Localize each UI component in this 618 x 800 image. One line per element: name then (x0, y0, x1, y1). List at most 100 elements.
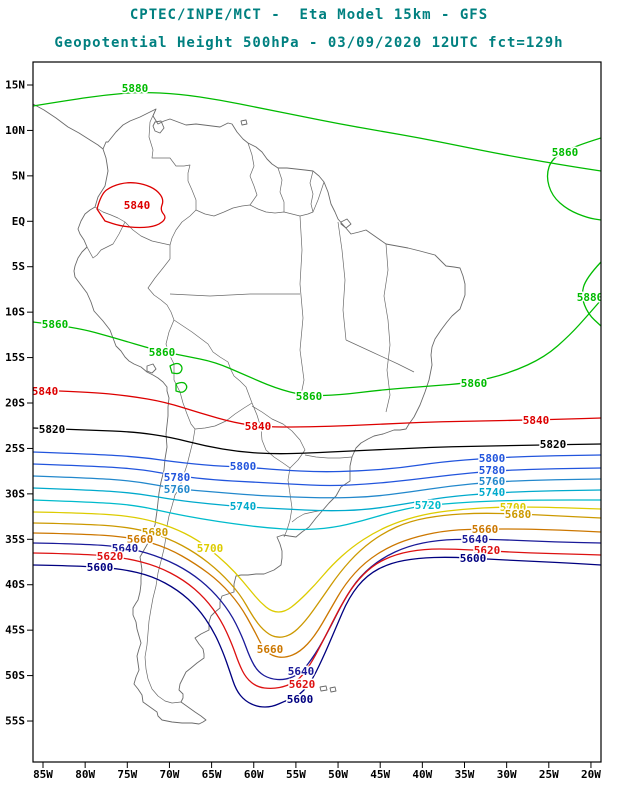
contour-label-5600: 5600 (287, 693, 314, 706)
longitude-label: 40W (412, 768, 432, 781)
contour-label-5860: 5860 (149, 346, 176, 359)
contour-label-5860: 5860 (461, 377, 488, 390)
lake-outline (146, 363, 157, 374)
latitude-label: 5N (12, 169, 25, 182)
contour-label-5620: 5620 (474, 544, 501, 557)
longitude-label: 70W (160, 768, 180, 781)
contour-label-5600: 5600 (460, 552, 487, 565)
latitude-label: 50S (5, 669, 25, 682)
country-state-border (169, 293, 300, 297)
contour-label-5760: 5760 (479, 475, 506, 488)
contour-line-5860 (546, 137, 601, 221)
contour-label-5680: 5680 (142, 526, 169, 539)
country-state-border (165, 319, 196, 430)
contour-label-5840: 5840 (32, 385, 59, 398)
country-state-border (169, 209, 197, 246)
contour-label-5880: 5880 (122, 82, 149, 95)
contour-line-5800 (33, 451, 601, 473)
contour-label-5860: 5860 (42, 318, 69, 331)
contour-label-5600: 5600 (87, 561, 114, 574)
longitude-label: 35W (455, 768, 475, 781)
country-state-border (283, 467, 293, 538)
latitude-label: EQ (12, 215, 26, 228)
contour-label-5700: 5700 (500, 501, 527, 514)
page-subtitle: Geopotential Height 500hPa - 03/09/2020 … (54, 35, 564, 51)
contour-line-5880 (581, 261, 601, 327)
page-title: CPTEC/INPE/MCT - Eta Model 15km - GFS (129, 7, 489, 23)
contour-label-5820: 5820 (540, 438, 567, 451)
latitude-label: 10S (5, 306, 25, 319)
country-state-border (291, 509, 324, 523)
contour-line-5880 (33, 91, 601, 172)
contour-line-5700 (33, 506, 601, 613)
contour-line-5760 (33, 475, 601, 499)
latitude-label: 5S (12, 260, 25, 273)
country-state-border (299, 215, 305, 401)
latitude-label: 40S (5, 578, 25, 591)
contour-line-5840 (33, 389, 601, 428)
island-outline (329, 686, 337, 693)
longitude-label: 75W (117, 768, 137, 781)
contour-label-5780: 5780 (479, 464, 506, 477)
country-state-border (148, 108, 197, 210)
contour-label-5680: 5680 (505, 508, 532, 521)
contour-line-5840 (96, 182, 166, 229)
country-state-border (86, 221, 126, 259)
contour-line-5780 (33, 463, 601, 487)
longitude-label: 55W (286, 768, 306, 781)
country-state-border (247, 142, 258, 206)
contour-label-5800: 5800 (479, 452, 506, 465)
contour-label-5620: 5620 (289, 678, 316, 691)
island-outline (319, 685, 328, 692)
longitude-label: 80W (75, 768, 95, 781)
contour-label-5640: 5640 (112, 542, 139, 555)
contour-line-5640 (33, 538, 601, 681)
contour-label-5620: 5620 (97, 550, 124, 563)
contour-line-5720 (33, 499, 601, 531)
contour-label-5780: 5780 (164, 471, 191, 484)
contour-label-5660: 5660 (472, 523, 499, 536)
contour-label-5740: 5740 (230, 500, 257, 513)
country-state-border (277, 167, 285, 212)
latitude-label: 15S (5, 351, 25, 364)
contour-label-5860: 5860 (296, 390, 323, 403)
latitude-label: 55S (5, 715, 25, 728)
country-state-border (309, 170, 314, 213)
contour-label-5760: 5760 (164, 483, 191, 496)
contour-label-5640: 5640 (462, 533, 489, 546)
contour-label-5840: 5840 (245, 420, 272, 433)
country-state-border (385, 319, 391, 413)
country-state-border (194, 402, 253, 430)
longitude-label: 65W (202, 768, 222, 781)
contour-label-5820: 5820 (39, 423, 66, 436)
longitude-label: 85W (33, 768, 53, 781)
longitude-label: 30W (497, 768, 517, 781)
contour-label-5860: 5860 (552, 146, 579, 159)
country-state-border (94, 206, 126, 223)
contour-label-5660: 5660 (257, 643, 284, 656)
country-state-border (337, 221, 347, 341)
longitude-label: 25W (539, 768, 559, 781)
latitude-label: 20S (5, 397, 25, 410)
contour-label-5660: 5660 (127, 533, 154, 546)
country-state-border (147, 258, 175, 321)
contour-line-5860 (169, 362, 183, 375)
island-outline (240, 119, 248, 126)
contour-line-5620 (33, 548, 601, 690)
map-frame (32, 61, 602, 763)
longitude-label: 45W (370, 768, 390, 781)
contour-line-5600 (33, 556, 601, 708)
geography-layer (33, 103, 466, 725)
contour-line-5660 (33, 528, 601, 658)
south-america-coastline (73, 108, 466, 725)
latitude-label: 25S (5, 442, 25, 455)
country-state-border (124, 221, 171, 259)
longitude-label: 20W (581, 768, 601, 781)
contour-line-5860 (175, 381, 188, 393)
contour-label-5880: 5880 (577, 291, 604, 304)
contour-line-5680 (33, 512, 601, 638)
contour-label-5840: 5840 (523, 414, 550, 427)
contour-label-5800: 5800 (230, 460, 257, 473)
latitude-label: 30S (5, 487, 25, 500)
